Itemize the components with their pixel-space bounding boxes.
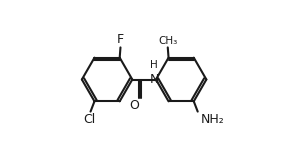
Text: CH₃: CH₃ xyxy=(158,35,178,45)
Text: O: O xyxy=(130,99,140,112)
Text: N: N xyxy=(150,73,159,86)
Text: H: H xyxy=(150,60,158,70)
Text: Cl: Cl xyxy=(83,114,95,126)
Text: NH₂: NH₂ xyxy=(201,114,224,126)
Text: F: F xyxy=(117,33,124,45)
